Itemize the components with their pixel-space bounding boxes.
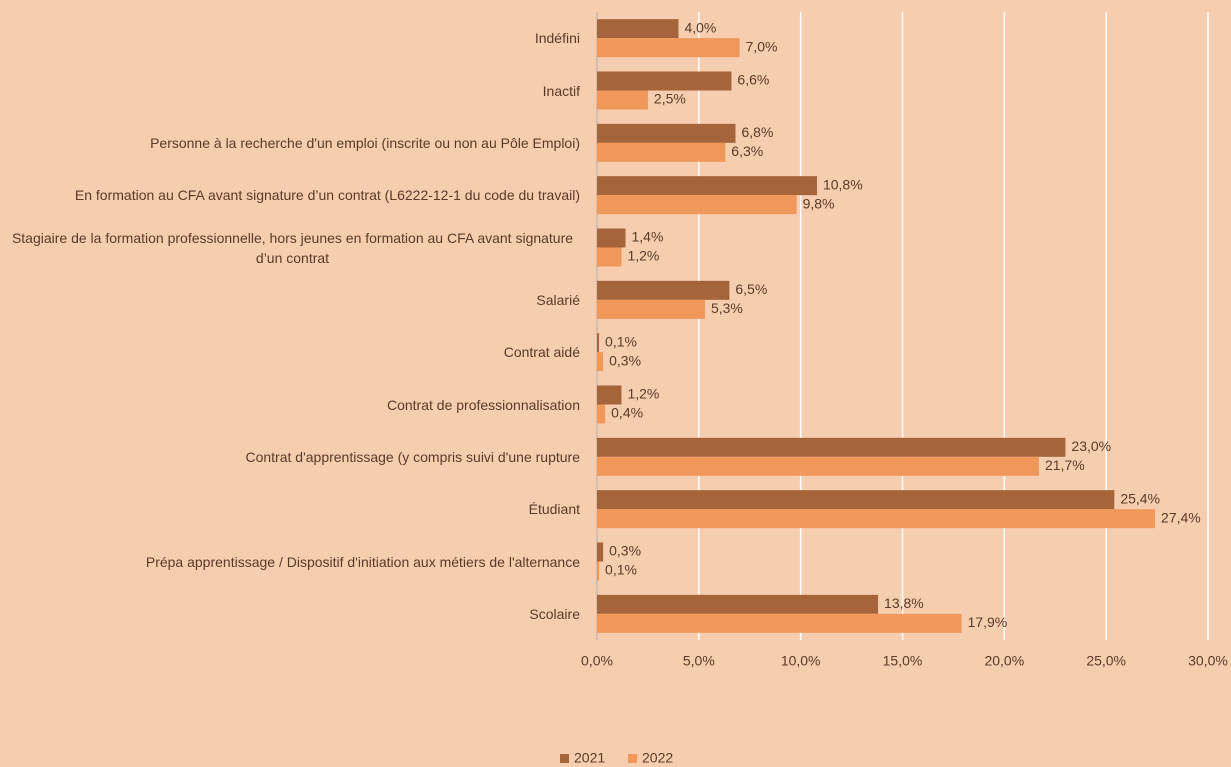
data-label: 13,8% — [884, 595, 924, 611]
category-label: Salarié — [536, 291, 580, 308]
data-label: 0,1% — [605, 333, 637, 349]
bar — [597, 352, 604, 372]
bar — [597, 228, 626, 248]
x-tick-label: 15,0% — [883, 653, 923, 669]
category-label: Scolaire — [529, 605, 580, 622]
bar — [597, 90, 648, 110]
data-label: 1,2% — [627, 248, 659, 264]
x-tick-label: 30,0% — [1188, 653, 1228, 669]
bar — [597, 404, 606, 424]
bar — [597, 437, 1066, 457]
category-label: Personne à la recherche d'un emploi (ins… — [150, 134, 580, 151]
data-label: 0,4% — [611, 405, 643, 421]
data-label: 27,4% — [1161, 509, 1201, 525]
category-label: Stagiaire de la formation professionnell… — [11, 229, 574, 266]
data-label: 17,9% — [968, 614, 1008, 630]
bar — [597, 195, 797, 215]
legend-swatch — [628, 754, 637, 763]
x-tick-label: 25,0% — [1086, 653, 1126, 669]
legend-label: 2022 — [642, 750, 673, 766]
category-label: Indéfini — [534, 30, 580, 47]
data-label: 0,3% — [609, 543, 641, 559]
x-tick-label: 10,0% — [781, 653, 821, 669]
category-label: Contrat d'apprentissage (y compris suivi… — [245, 448, 580, 465]
bar — [597, 123, 736, 143]
bar — [597, 613, 962, 633]
bar — [597, 299, 705, 319]
legend-swatch — [560, 754, 569, 763]
data-label: 6,8% — [741, 124, 773, 140]
bar — [597, 509, 1156, 529]
legend-label: 2021 — [574, 750, 605, 766]
bar — [597, 333, 600, 353]
data-label: 25,4% — [1120, 490, 1160, 506]
data-label: 6,3% — [731, 143, 763, 159]
bar — [597, 490, 1115, 510]
bar — [597, 142, 726, 162]
bar — [597, 71, 732, 91]
category-label: Contrat de professionnalisation — [386, 396, 580, 413]
bar — [597, 247, 622, 267]
data-label: 9,8% — [803, 195, 835, 211]
data-label: 6,5% — [735, 281, 767, 297]
data-label: 4,0% — [684, 19, 716, 35]
category-label: Inactif — [542, 82, 580, 99]
data-label: 23,0% — [1071, 438, 1111, 454]
data-label: 21,7% — [1045, 457, 1085, 473]
bar — [597, 542, 604, 562]
bar — [597, 456, 1039, 476]
data-label: 0,1% — [605, 562, 637, 578]
data-label: 2,5% — [654, 91, 686, 107]
category-label: En formation au CFA avant signature d’un… — [74, 187, 580, 204]
data-label: 0,3% — [609, 352, 641, 368]
category-label: Prépa apprentissage / Dispositif d'initi… — [145, 553, 580, 570]
bar — [597, 280, 730, 300]
data-label: 5,3% — [711, 300, 743, 316]
bar — [597, 561, 600, 581]
x-tick-label: 5,0% — [683, 653, 715, 669]
data-label: 7,0% — [746, 38, 778, 54]
category-label: Contrat aidé — [503, 344, 580, 361]
bar — [597, 594, 879, 614]
bar — [597, 176, 817, 196]
x-tick-label: 20,0% — [984, 653, 1024, 669]
data-label: 6,6% — [737, 72, 769, 88]
data-label: 10,8% — [823, 176, 863, 192]
bar — [597, 19, 679, 39]
data-label: 1,4% — [632, 229, 664, 245]
x-tick-label: 0,0% — [581, 653, 613, 669]
bar — [597, 385, 622, 405]
bar — [597, 38, 740, 58]
category-label: Étudiant — [528, 501, 580, 518]
data-label: 1,2% — [627, 386, 659, 402]
